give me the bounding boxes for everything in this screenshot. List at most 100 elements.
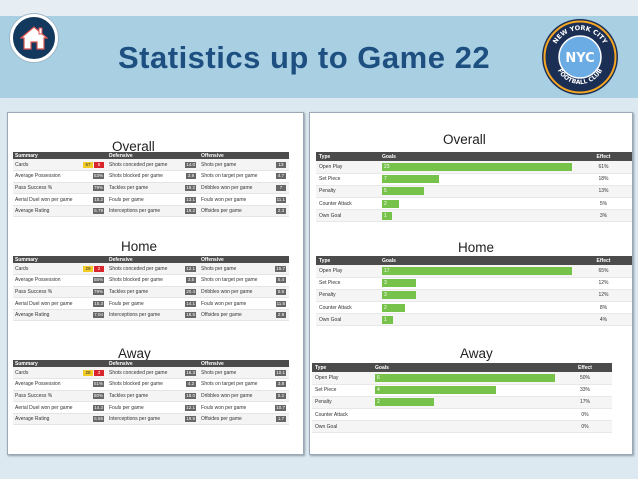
goal-effect: 61% [575, 161, 632, 174]
defensive-cell: Interceptions per game 18.5 [107, 309, 199, 322]
offensive-value: 10.1 [275, 369, 286, 376]
top-strip [0, 0, 638, 16]
table-row: Set Piece 7 18% [316, 173, 632, 186]
goal-bar-cell: 2 [379, 197, 575, 211]
goal-effect: 3% [575, 209, 632, 223]
summary-cell: Aerial Duel won per game 15.3 [13, 297, 107, 310]
goal-effect: 65% [575, 265, 632, 278]
table-row: Counter Attack 2 5% [316, 197, 632, 211]
summary-cell: Average Rating 6.79 [13, 205, 107, 218]
summary-value: 79% [92, 184, 105, 191]
goal-bar: 23 [382, 162, 572, 171]
summary-value-badge: 79% [92, 288, 104, 295]
table-row: Average Rating 6.56 Interceptions per game… [13, 413, 289, 426]
summary-label: Average Possession [15, 381, 61, 388]
summary-cell: Average Possession 55% [13, 274, 107, 287]
goal-bar: 6 [375, 373, 555, 382]
summary-label: Cards [15, 265, 29, 272]
column-header: Goals [372, 363, 558, 372]
table-row: Set Piece 4 33% [312, 384, 612, 397]
defensive-cell: Tackles per game 18.0 [107, 390, 199, 403]
goal-type: Set Piece [316, 173, 379, 186]
goal-bar: 4 [375, 386, 496, 395]
goals-table-home: Type Goals Effect Open Play 17 65% Set Piece 3 1… [316, 256, 632, 327]
goal-effect: 0% [558, 408, 612, 422]
defensive-cell: Interceptions per game 19.2 [107, 205, 199, 218]
defensive-value: 16.3 [185, 369, 196, 376]
column-header: Goals [379, 152, 575, 161]
column-header: Summary [13, 152, 107, 159]
offensive-label: Dribbles won per game [201, 392, 253, 399]
defensive-value: 4.2 [186, 381, 196, 388]
yellow-cards-badge: 28 [83, 369, 93, 376]
summary-value: 55% [92, 277, 105, 284]
offensive-label: Shots per game [201, 265, 237, 272]
defensive-value: 20.4 [185, 288, 196, 295]
offensive-value: 10.7 [275, 404, 286, 411]
summary-value-badge: 6.79 [93, 208, 104, 215]
defensive-value: 12.1 [185, 265, 196, 272]
goal-bar-cell: 5 [379, 185, 575, 199]
defensive-label: Interceptions per game [109, 416, 161, 423]
section-label: Home [458, 240, 495, 255]
offensive-cell: Fouls won per game 11.6 [199, 297, 289, 310]
summary-label: Pass Success % [15, 184, 53, 191]
goal-effect: 12% [575, 289, 632, 303]
offensive-label: Fouls won per game [201, 196, 247, 203]
offensive-label: Shots on target per game [201, 277, 258, 284]
goal-type: Counter Attack [316, 197, 379, 211]
goal-bar-cell: 2 [372, 396, 558, 410]
table-row: Cards 29 2 Shots conceded per game 12.1 Shots… [13, 263, 289, 276]
table-row: Pass Success % 79% Tackles per game 19.2 Dri… [13, 182, 289, 195]
defensive-label: Fouls per game [109, 196, 144, 203]
offensive-cell: Shots on target per game 4.7 [199, 170, 289, 183]
goal-bar-cell: 1 [379, 209, 575, 223]
defensive-value: 14.1 [185, 300, 196, 307]
column-header: Effect [575, 152, 632, 161]
table-row: Aerial Duel won per game 15.2 Fouls per ga… [13, 193, 289, 206]
summary-value-badge: 51% [92, 381, 104, 388]
defensive-cell: Fouls per game 12.1 [107, 401, 199, 414]
column-header: Summary [13, 256, 107, 263]
goal-effect: 5% [575, 197, 632, 211]
yellow-cards-badge: 57 [83, 161, 93, 168]
summary-label: Aerial Duel won per game [15, 404, 73, 411]
page-title: Statistics up to Game 22 [118, 40, 491, 75]
defensive-cell: Fouls per game 14.1 [107, 297, 199, 310]
summary-cell: Pass Success % 79% [13, 182, 107, 195]
table-row: Penalty 2 17% [312, 396, 612, 410]
goal-effect: 13% [575, 185, 632, 199]
goal-type: Set Piece [316, 277, 379, 290]
column-header: Goals [379, 256, 575, 265]
column-header: Type [316, 256, 379, 265]
summary-cell: Average Rating 7.04 [13, 309, 107, 322]
defensive-cell: Tackles per game 19.2 [107, 182, 199, 195]
summary-label: Pass Success % [15, 392, 53, 399]
section-label: Away [460, 346, 493, 361]
offensive-cell: Offsides per game 1.7 [199, 413, 289, 426]
goal-type: Open Play [316, 265, 379, 278]
defensive-label: Interceptions per game [109, 312, 161, 319]
column-header: Defensive [107, 152, 199, 159]
summary-value: 80% [92, 392, 105, 399]
column-header: Defensive [107, 360, 199, 367]
offensive-label: Shots per game [201, 161, 237, 168]
defensive-cell: Fouls per game 13.1 [107, 193, 199, 206]
offensive-value: 7 [276, 184, 286, 191]
summary-value: 7.04 [93, 312, 105, 319]
summary-value: 15.2 [93, 196, 105, 203]
summary-value: 53% [92, 173, 105, 180]
section-label: Home [121, 239, 158, 254]
defensive-label: Shots conceded per game [109, 369, 168, 376]
summary-value: 6.56 [93, 416, 105, 423]
goal-bar: 3 [382, 279, 416, 288]
offensive-cell: Fouls won per game 11.1 [199, 193, 289, 206]
home-button[interactable] [10, 14, 58, 62]
defensive-label: Shots conceded per game [109, 265, 168, 272]
goal-type: Open Play [312, 372, 372, 385]
offensive-cell: Offsides per game 2.3 [199, 205, 289, 218]
table-row: Pass Success % 79% Tackles per game 20.4 Dri… [13, 286, 289, 299]
offensive-cell: Shots on target per game 5.4 [199, 274, 289, 287]
table-row: Open Play 6 50% [312, 372, 612, 385]
defensive-label: Shots blocked per game [109, 173, 163, 180]
